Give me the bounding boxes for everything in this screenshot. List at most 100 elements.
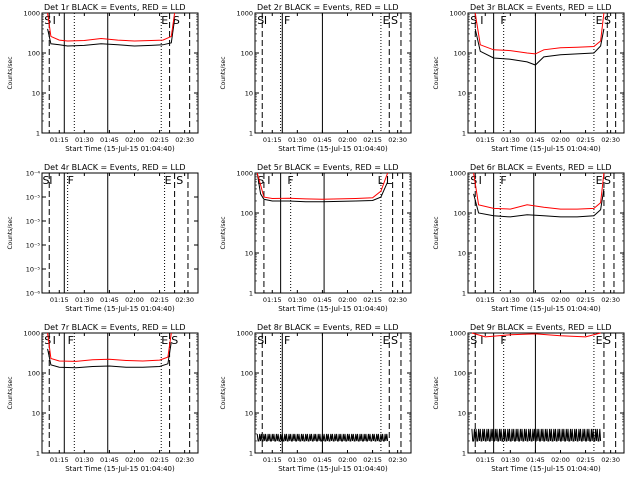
y-tick-label: 1000	[236, 330, 253, 338]
x-axis-label: Start Time (15-Jul-15 01:04:40)	[491, 145, 601, 153]
x-tick-label: 02:30	[601, 456, 620, 464]
event-marker-label: I	[53, 14, 56, 27]
x-tick-label: 01:45	[313, 136, 332, 144]
y-tick-label: 1000	[236, 10, 253, 18]
chart-panel-5: Det 5r BLACK = Events, RED = LLD 01:15 01:…	[220, 163, 412, 313]
y-tick-label: 1000	[449, 170, 466, 178]
event-marker-label: F	[287, 174, 293, 187]
event-marker-label: S	[171, 334, 178, 347]
chart-panel-3: Det 3r BLACK = Events, RED = LLD 01:15 01:…	[433, 3, 625, 153]
x-tick-label: 02:30	[388, 296, 407, 304]
plot-frame	[254, 172, 412, 294]
x-tick-label: 01:15	[263, 296, 282, 304]
x-tick-label: 01:15	[263, 136, 282, 144]
y-tick-label: 1	[36, 450, 40, 458]
x-tick-label: 01:15	[476, 296, 495, 304]
x-tick-label: 02:00	[125, 136, 144, 144]
y-axis-label: Counts/sec	[433, 376, 440, 409]
event-marker-label: I	[49, 174, 52, 187]
series-lld-line	[47, 12, 176, 42]
y-tick-label: 100	[454, 50, 466, 58]
x-tick-label: 01:15	[50, 456, 69, 464]
y-tick-label: 1	[462, 450, 466, 458]
plot-frame	[467, 332, 625, 454]
x-tick-label: 01:45	[526, 136, 545, 144]
x-tick-label: 01:30	[501, 296, 520, 304]
event-marker-label: I	[480, 14, 483, 27]
y-tick-label: 10⁻⁴	[26, 170, 41, 178]
y-tick-label: 1000	[449, 330, 466, 338]
x-tick-label: 02:15	[576, 456, 595, 464]
chart-title: Det 6r BLACK = Events, RED = LLD	[470, 163, 612, 172]
event-marker-label: I	[480, 334, 483, 347]
y-tick-label: 1	[249, 290, 253, 298]
x-tick-label: 01:15	[50, 296, 69, 304]
y-tick-label: 10⁻⁵	[26, 194, 41, 202]
x-tick-label: 02:15	[150, 136, 169, 144]
event-marker-label: S	[604, 174, 611, 187]
event-marker-label: S	[391, 14, 398, 27]
y-tick-label: 100	[454, 370, 466, 378]
event-marker-label: F	[68, 174, 74, 187]
plot-frame	[254, 332, 412, 454]
plot-frame	[467, 172, 625, 294]
event-marker-label: E	[596, 334, 603, 347]
event-marker-label: F	[500, 334, 506, 347]
series-events-line	[256, 172, 389, 203]
y-tick-label: 1000	[449, 10, 466, 18]
x-tick-label: 02:30	[175, 296, 194, 304]
event-marker-label: I	[479, 174, 482, 187]
series-events-line	[473, 188, 605, 218]
y-tick-label: 10	[458, 410, 466, 418]
y-axis-label: Counts/sec	[7, 216, 14, 249]
chart-panel-7: Det 7r BLACK = Events, RED = LLD 01:15 01:…	[7, 323, 199, 473]
x-axis-label: Start Time (15-Jul-15 01:04:40)	[491, 305, 601, 313]
chart-title: Det 9r BLACK = Events, RED = LLD	[470, 323, 612, 332]
x-tick-label: 02:15	[150, 296, 169, 304]
x-tick-label: 02:30	[175, 136, 194, 144]
y-tick-label: 10	[245, 90, 253, 98]
event-marker-label: F	[500, 14, 506, 27]
x-tick-label: 01:30	[288, 136, 307, 144]
x-tick-label: 02:00	[338, 296, 357, 304]
x-axis-label: Start Time (15-Jul-15 01:04:40)	[491, 465, 601, 473]
series-lld-line	[474, 12, 605, 55]
series-events-line	[474, 28, 605, 66]
y-axis-label: Counts/sec	[220, 376, 227, 409]
event-marker-label: E	[596, 14, 603, 27]
chart-title: Det 2r BLACK = Events, RED = LLD	[257, 3, 399, 12]
x-tick-label: 01:45	[100, 296, 119, 304]
x-tick-label: 02:30	[388, 136, 407, 144]
x-axis-label: Start Time (15-Jul-15 01:04:40)	[65, 465, 175, 473]
y-tick-label: 100	[28, 370, 40, 378]
x-tick-label: 02:15	[576, 136, 595, 144]
event-marker-label: I	[264, 14, 267, 27]
x-tick-label: 02:15	[363, 136, 382, 144]
x-axis-label: Start Time (15-Jul-15 01:04:40)	[65, 145, 175, 153]
y-tick-label: 1000	[236, 170, 253, 178]
y-tick-label: 1	[249, 450, 253, 458]
event-marker-label: E	[161, 334, 168, 347]
event-marker-label: S	[391, 334, 398, 347]
plot-frame	[467, 12, 625, 134]
x-tick-label: 01:30	[288, 456, 307, 464]
event-marker-label: E	[165, 174, 172, 187]
chart-panel-1: Det 1r BLACK = Events, RED = LLD 01:15 01:…	[7, 3, 199, 153]
chart-panel-6: Det 6r BLACK = Events, RED = LLD 01:15 01:…	[433, 163, 625, 313]
x-tick-label: 01:45	[100, 456, 119, 464]
y-tick-label: 10⁻⁵	[26, 218, 41, 226]
y-tick-label: 1000	[23, 330, 40, 338]
x-tick-label: 01:15	[50, 136, 69, 144]
x-tick-label: 02:30	[601, 296, 620, 304]
x-tick-label: 02:30	[601, 136, 620, 144]
x-tick-label: 02:00	[125, 296, 144, 304]
chart-panel-8: Det 8r BLACK = Events, RED = LLD 01:15 01:…	[220, 323, 412, 473]
event-marker-label: I	[53, 334, 56, 347]
event-marker-label: L	[386, 174, 393, 187]
event-marker-label: S	[604, 14, 611, 27]
x-tick-label: 02:00	[551, 456, 570, 464]
event-marker-label: S	[173, 14, 180, 27]
x-tick-label: 01:30	[75, 136, 94, 144]
x-tick-label: 01:15	[476, 456, 495, 464]
